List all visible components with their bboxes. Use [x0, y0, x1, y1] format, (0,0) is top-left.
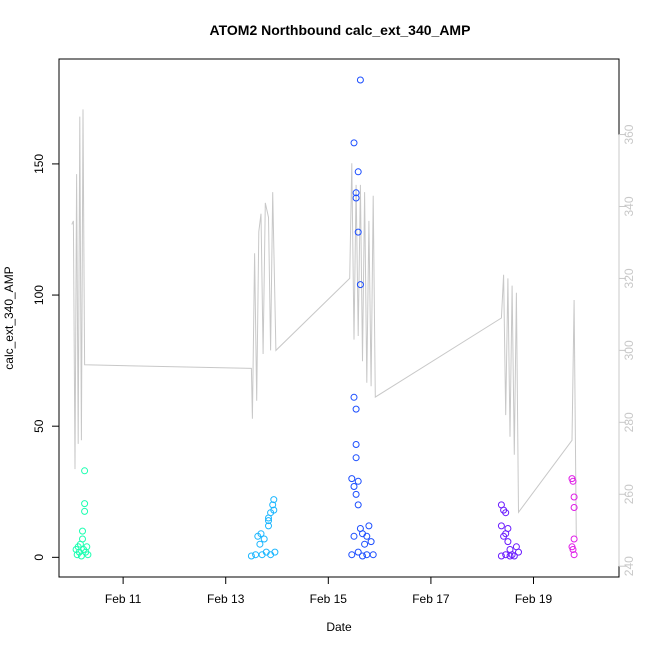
- data-point: [83, 543, 91, 551]
- data-point: [81, 467, 89, 475]
- data-point: [256, 540, 264, 548]
- y2-tick-label: 320: [622, 268, 636, 288]
- data-point: [354, 501, 362, 509]
- x-tick-label: Feb 15: [310, 592, 348, 606]
- data-point: [354, 548, 362, 556]
- data-point: [506, 552, 514, 560]
- data-point: [570, 551, 578, 559]
- data-point: [265, 517, 272, 525]
- y2-tick-label: 260: [622, 484, 636, 504]
- data-point: [257, 530, 265, 538]
- data-point: [356, 76, 364, 84]
- y-tick-label: 150: [32, 154, 46, 174]
- data-point: [350, 532, 358, 540]
- data-point: [79, 535, 86, 543]
- data-point: [569, 477, 577, 485]
- data-point: [79, 527, 86, 535]
- data-point: [354, 477, 362, 485]
- data-point: [510, 552, 518, 560]
- data-point: [350, 483, 358, 490]
- data-point: [265, 522, 272, 530]
- data-point: [352, 194, 360, 202]
- x-tick-label: Feb 11: [105, 592, 142, 606]
- data-point: [352, 454, 360, 462]
- y2-series-line: [71, 109, 577, 538]
- data-point: [497, 522, 505, 530]
- data-point: [348, 475, 356, 483]
- data-point: [369, 551, 377, 559]
- data-point: [504, 525, 512, 532]
- data-point: [570, 504, 578, 511]
- y2-tick-label: 280: [622, 412, 636, 432]
- plot-frame: [58, 58, 620, 578]
- data-point: [502, 509, 510, 517]
- y-axis-label: calc_ext_340_AMP: [2, 266, 16, 369]
- data-point: [356, 281, 364, 289]
- chart-title: ATOM2 Northbound calc_ext_340_AMP: [210, 22, 471, 38]
- data-point: [515, 548, 522, 556]
- data-point: [569, 546, 577, 553]
- data-point: [570, 493, 578, 501]
- data-point: [502, 551, 510, 559]
- y-tick-label: 50: [32, 419, 46, 433]
- data-point: [352, 189, 360, 197]
- data-point: [350, 139, 358, 147]
- data-point: [497, 552, 505, 560]
- data-point: [84, 551, 92, 559]
- data-point: [260, 535, 268, 543]
- data-point: [361, 540, 369, 548]
- data-point: [504, 538, 512, 546]
- data-point: [352, 405, 360, 413]
- data-point: [352, 490, 360, 498]
- data-point: [352, 441, 360, 448]
- data-point: [354, 228, 362, 236]
- data-point: [77, 552, 85, 560]
- axes: Feb 11 Feb 13 Feb 15 Feb 17 Feb 19 0 50 100 150 2…: [32, 124, 636, 606]
- y-tick-label: 0: [32, 554, 46, 561]
- x-tick-label: Feb 13: [207, 592, 245, 606]
- data-point: [269, 501, 277, 509]
- x-axis-label: Date: [326, 620, 352, 634]
- data-point: [350, 393, 358, 401]
- scatter-points: [72, 76, 578, 560]
- data-point: [570, 535, 578, 543]
- x-tick-label: Feb 19: [515, 592, 553, 606]
- y-tick-label: 100: [32, 285, 46, 305]
- y2-tick-label: 240: [622, 556, 636, 576]
- data-point: [359, 552, 366, 560]
- data-point: [247, 552, 255, 560]
- data-point: [81, 507, 89, 515]
- y2-tick-label: 340: [622, 196, 636, 216]
- data-point: [354, 168, 362, 176]
- data-point: [270, 506, 278, 514]
- data-point: [365, 522, 373, 530]
- x-tick-label: Feb 17: [412, 592, 450, 606]
- data-point: [363, 532, 371, 540]
- data-point: [81, 500, 89, 508]
- data-point: [270, 496, 278, 504]
- y2-tick-label: 300: [622, 340, 636, 360]
- data-point: [252, 551, 260, 559]
- data-point: [271, 548, 279, 556]
- y2-line-series: [71, 109, 577, 538]
- data-point: [367, 538, 375, 546]
- data-point: [348, 551, 356, 559]
- y2-tick-label: 360: [622, 124, 636, 144]
